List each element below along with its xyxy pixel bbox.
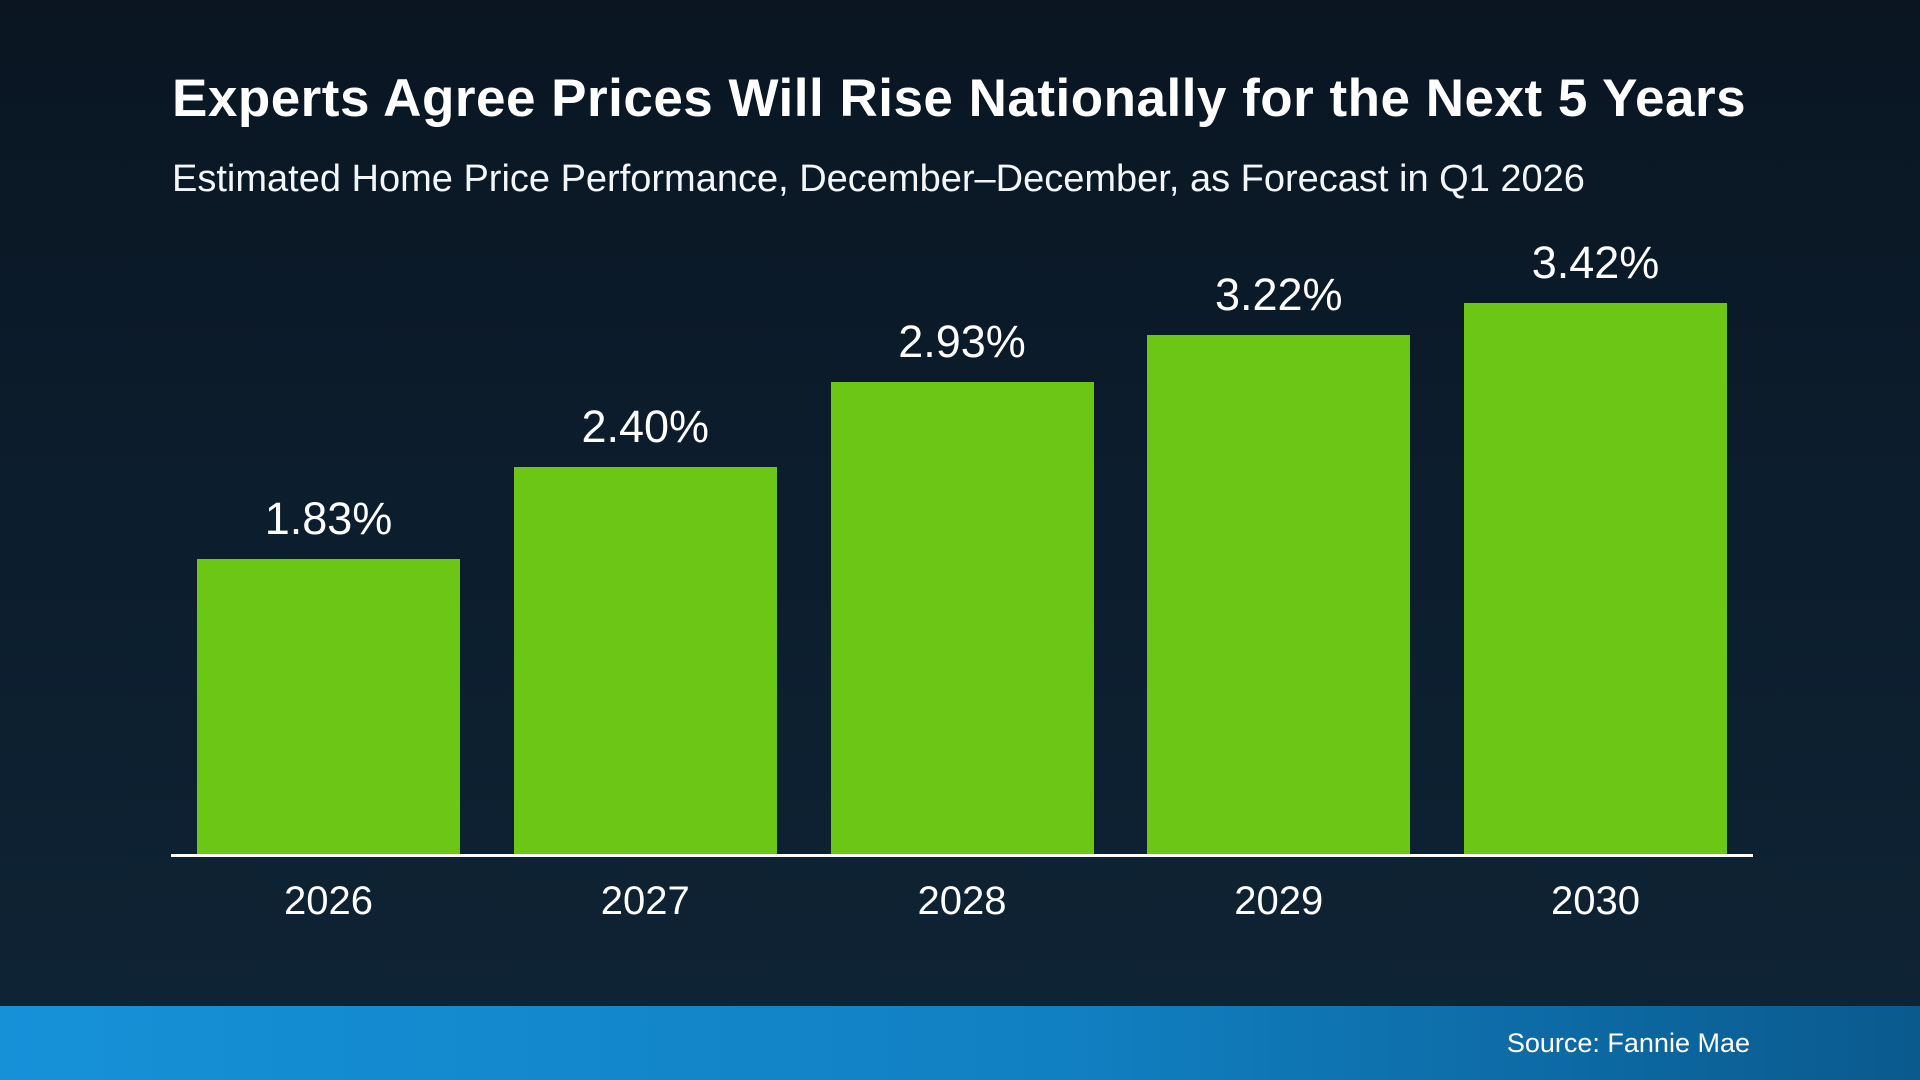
x-axis-labels: 2026 2027 2028 2029 2030: [171, 879, 1753, 924]
x-axis-tick-label: 2030: [1551, 879, 1640, 923]
bar: [1147, 335, 1411, 854]
bar-chart: 1.83% 2.40% 2.93% 3.22% 3.42% 2026 2027 2028 20…: [171, 154, 1753, 924]
x-axis-line: [171, 854, 1753, 857]
x-axis-tick-label: 2028: [917, 879, 1007, 923]
x-axis-tick-label: 2026: [284, 879, 373, 923]
bar-value-label: 3.22%: [1214, 269, 1343, 320]
bar-column: 1.83%: [197, 493, 460, 854]
bar: [197, 559, 460, 854]
bar-column: 3.22%: [1147, 269, 1411, 854]
footer-bar: Source: Fannie Mae: [0, 1006, 1920, 1080]
chart-title: Experts Agree Prices Will Rise Nationall…: [172, 69, 1747, 128]
bar-column: 2.93%: [830, 316, 1094, 854]
bar-column: 3.42%: [1464, 237, 1727, 854]
bar-value-label: 1.83%: [264, 493, 393, 544]
bar-value-label: 3.42%: [1531, 237, 1660, 288]
bar: [1464, 303, 1727, 854]
bar-column: 2.40%: [513, 401, 777, 854]
source-text: Source: Fannie Mae: [1506, 1027, 1750, 1058]
bar-value-label: 2.93%: [898, 316, 1026, 367]
chart-subtitle: Estimated Home Price Performance, Decemb…: [172, 158, 1585, 200]
bar-value-label: 2.40%: [581, 401, 710, 452]
x-axis-tick-label: 2029: [1234, 879, 1324, 923]
bar: [830, 382, 1094, 854]
x-axis-tick-label: 2027: [600, 879, 690, 923]
bars-plot-area: 1.83% 2.40% 2.93% 3.22% 3.42%: [171, 154, 1753, 854]
bar: [513, 467, 777, 854]
